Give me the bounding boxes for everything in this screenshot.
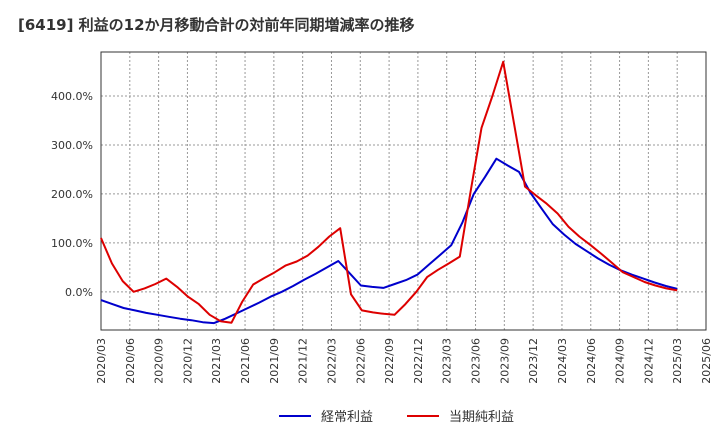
y-tick-label: 400.0% [51, 90, 93, 103]
x-tick-label: 2023/12 [527, 338, 540, 384]
x-tick-label: 2020/09 [153, 338, 166, 384]
x-tick-label: 2023/06 [470, 338, 483, 384]
plot-area-border [100, 51, 707, 331]
legend-label-1: 経常利益 [321, 410, 373, 425]
y-tick-label: 200.0% [51, 188, 93, 201]
x-tick-label: 2020/06 [124, 338, 137, 384]
y-tick-label: 100.0% [51, 237, 93, 250]
y-tick-label: 300.0% [51, 139, 93, 152]
x-tick-label: 2020/12 [181, 338, 194, 384]
y-axis-tick-labels: 0.0% 100.0% 200.0% 300.0% 400.0% [51, 90, 93, 299]
x-tick-label: 2022/09 [383, 338, 396, 384]
x-tick-label: 2024/03 [556, 338, 569, 384]
x-tick-label: 2023/03 [441, 338, 454, 384]
x-tick-label: 2021/03 [210, 338, 223, 384]
legend: 経常利益 当期純利益 [279, 410, 514, 425]
y-tick-label: 0.0% [65, 286, 93, 299]
x-tick-label: 2021/12 [297, 338, 310, 384]
x-tick-label: 2024/09 [614, 338, 627, 384]
x-tick-label: 2021/09 [268, 338, 281, 384]
chart-title: [6419] 利益の12か月移動合計の対前年同期増減率の推移 [18, 16, 415, 34]
x-tick-label: 2020/03 [95, 338, 108, 384]
x-tick-label: 2023/09 [498, 338, 511, 384]
series-lines [100, 60, 678, 325]
x-tick-label: 2021/06 [239, 338, 252, 384]
plot-area-background [101, 52, 706, 330]
x-tick-label: 2022/03 [325, 338, 338, 384]
x-tick-label: 2024/12 [642, 338, 655, 384]
legend-label-2: 当期純利益 [449, 410, 514, 425]
x-tick-label: 2022/06 [354, 338, 367, 384]
x-tick-label: 2025/06 [700, 338, 713, 384]
horizontal-gridlines [101, 95, 706, 293]
x-tick-label: 2025/03 [671, 338, 684, 384]
series-line-1 [100, 157, 678, 325]
x-tick-label: 2024/06 [585, 338, 598, 384]
series-line-2 [100, 60, 678, 324]
x-tick-label: 2022/12 [412, 338, 425, 384]
x-axis-tick-labels: 2020/03 2020/06 2020/09 2020/12 2021/03 2021/… [95, 338, 713, 384]
